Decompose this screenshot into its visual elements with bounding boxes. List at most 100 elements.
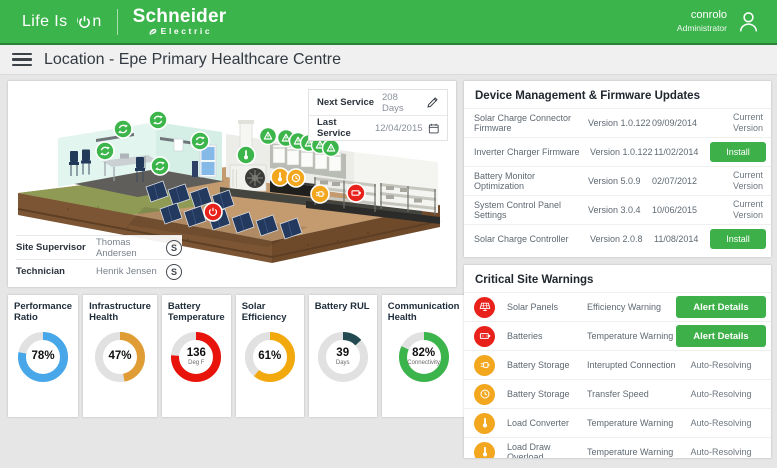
device-status-text: Current Version [732, 111, 763, 133]
device-panel-title: Device Management & Firmware Updates [475, 90, 700, 102]
device-name: Solar Charge Connector Firmware [474, 113, 572, 133]
alert-details-button[interactable]: Alert Details [676, 296, 766, 318]
donut-chart: 47% [92, 329, 148, 385]
warning-row: Load Draw Overload Temperature Warning A… [464, 437, 771, 458]
device-version: Version 2.0.8 [590, 234, 643, 244]
technician-label: Technician [16, 266, 65, 277]
service-info-box: Next Service 208 Days Last Service 12/04… [308, 89, 448, 141]
solar-panel-icon [474, 296, 495, 318]
device-row: Solar Charge Controller Version 2.0.8 11… [464, 224, 771, 253]
tagline-text-suffix: n [92, 12, 102, 30]
status-ok-badge[interactable] [148, 110, 168, 130]
calendar-icon[interactable] [428, 122, 439, 135]
brand-sub-label: Electric [160, 26, 213, 37]
kpi-title: Battery RUL [314, 301, 370, 312]
clock-icon [474, 383, 495, 405]
page-title: Location - Epe Primary Healthcare Centre [44, 50, 342, 68]
device-status-text: Current Version [732, 198, 763, 220]
donut-chart: 136 Deg F [168, 329, 224, 385]
user-avatar-icon[interactable] [736, 9, 761, 34]
donut-chart: 82% Connectivity [396, 329, 452, 385]
auto-resolving-text: Auto-Resolving [690, 418, 752, 428]
contact-skype-icon[interactable]: S [166, 239, 182, 256]
kpi-infrastructure-health: Infrastructure Health 47% [83, 295, 157, 417]
warning-status: Efficiency Warning [587, 302, 662, 312]
technician-row: Technician Henrik Jensen S [16, 259, 182, 283]
status-warning-badge[interactable] [258, 126, 278, 146]
device-status-text: Current Version [732, 169, 763, 191]
divider [116, 8, 118, 35]
warning-source: Load Converter [507, 418, 570, 428]
warning-source: Load Draw Overload [507, 442, 551, 458]
kpi-title: Communication Health [387, 301, 460, 324]
status-ok-badge[interactable] [150, 156, 170, 176]
warning-status: Temperature Warning [587, 418, 674, 428]
tagline-text: Life Is [22, 12, 68, 30]
temperature-ok-badge[interactable] [236, 145, 256, 165]
last-service-value: 12/04/2015 [374, 122, 423, 134]
last-service-row: Last Service 12/04/2015 [309, 115, 447, 140]
warning-row: Battery Storage Interupted Connection Au… [464, 350, 771, 379]
page-header: Location - Epe Primary Healthcare Centre [0, 45, 777, 75]
menu-hamburger-icon[interactable] [12, 52, 32, 67]
last-service-label: Last Service [317, 117, 351, 139]
kpi-value: 47% [108, 349, 132, 362]
warning-status: Temperature Warning [587, 331, 674, 341]
kpi-value: 61% [258, 349, 282, 362]
auto-resolving-text: Auto-Resolving [690, 360, 752, 370]
next-service-value: 208 Days [382, 91, 404, 114]
install-button[interactable]: Install [710, 142, 766, 162]
warning-source: Solar Panels [507, 302, 559, 312]
critical-warnings-panel: Critical Site Warnings Solar Panels Effi… [464, 265, 771, 458]
install-button[interactable]: Install [710, 229, 766, 249]
contact-skype-icon[interactable]: S [166, 263, 182, 280]
warning-row: Solar Panels Efficiency Warning Alert De… [464, 292, 771, 321]
kpi-battery-rul: Battery RUL 39 Days [308, 295, 377, 417]
device-row: Solar Charge Connector Firmware Version … [464, 108, 771, 137]
supervisor-name: Thomas Andersen [96, 236, 137, 259]
status-warning-badge[interactable] [321, 138, 341, 158]
alert-details-button[interactable]: Alert Details [676, 325, 766, 347]
device-name: Battery Monitor Optimization [474, 171, 536, 191]
device-version: Version 5.0.9 [588, 176, 641, 186]
kpi-sub: Connectivity [407, 360, 440, 367]
device-date: 09/09/2014 [652, 118, 698, 128]
status-ok-badge[interactable] [95, 141, 115, 161]
device-date: 11/02/2014 [654, 147, 699, 157]
site-supervisor-row: Site Supervisor Thomas Andersen S [16, 235, 182, 259]
user-role: Administrator [676, 23, 727, 34]
transfer-speed-warning-badge[interactable] [286, 168, 306, 188]
thermometer-icon [474, 412, 495, 434]
kpi-value: 82% [412, 346, 436, 359]
device-name: Inverter Charger Firmware [474, 147, 580, 157]
device-row: System Control Panel Settings Version 3.… [464, 195, 771, 224]
status-ok-badge[interactable] [190, 131, 210, 151]
kpi-title: Battery Temperature [167, 301, 225, 324]
kpi-communication-health: Communication Health 82% Connectivity [381, 295, 466, 417]
solar-panel-array [128, 180, 308, 247]
connection-warning-badge[interactable] [310, 184, 330, 204]
battery-alert-badge[interactable] [346, 183, 366, 203]
kpi-card-row: Performance Ratio 78% Infrastructure Hea… [8, 295, 466, 417]
kpi-sub: Days [335, 360, 350, 367]
schneider-logo: Schneider Electric [133, 7, 227, 37]
next-service-label: Next Service [317, 97, 375, 108]
device-management-panel: Device Management & Firmware Updates Sol… [464, 81, 771, 257]
next-service-row: Next Service 208 Days [309, 90, 447, 115]
status-ok-badge[interactable] [113, 119, 133, 139]
battery-icon [474, 325, 495, 347]
edit-pencil-icon[interactable] [426, 96, 439, 109]
kpi-value: 136 [186, 346, 206, 359]
device-version: Version 3.0.4 [588, 205, 641, 215]
device-name: System Control Panel Settings [474, 200, 562, 220]
device-row: Inverter Charger Firmware Version 1.0.12… [464, 137, 771, 166]
site-overview-card: Next Service 208 Days Last Service 12/04… [8, 81, 456, 287]
thermometer-icon [474, 441, 495, 458]
warning-status: Temperature Warning [587, 447, 674, 457]
kpi-sub: Deg F [188, 360, 205, 367]
solar-alert-badge[interactable] [203, 202, 223, 222]
user-menu[interactable]: conrolo Administrator [677, 9, 761, 34]
battery-racks [306, 177, 440, 224]
warning-row: Battery Storage Transfer Speed Auto-Reso… [464, 379, 771, 408]
warnings-panel-title: Critical Site Warnings [475, 274, 594, 286]
